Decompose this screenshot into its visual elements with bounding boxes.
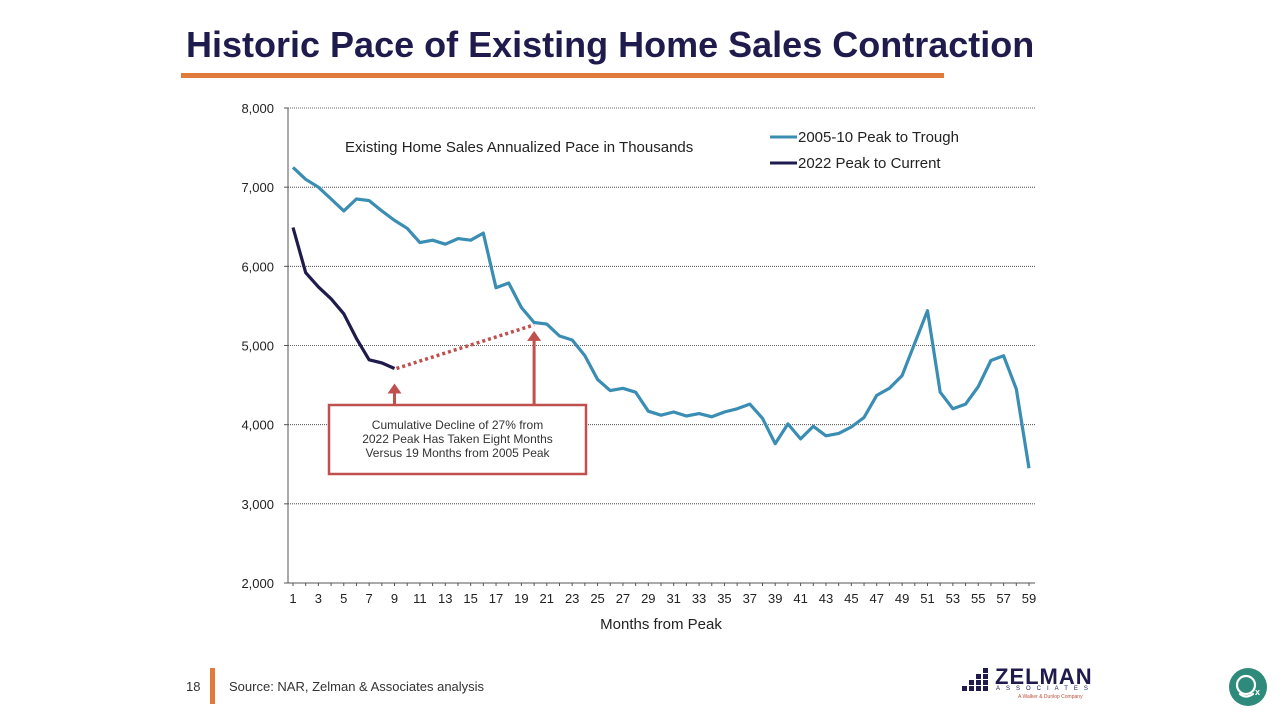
- x-tick-label: 35: [717, 591, 731, 606]
- x-tick-label: 17: [489, 591, 503, 606]
- x-tick-label: 27: [616, 591, 630, 606]
- y-tick-label: 3,000: [241, 497, 274, 512]
- logo-tagline: A Walker & Dunlop Company: [1018, 694, 1083, 700]
- logo-name: ZELMAN: [995, 664, 1093, 689]
- chat-bubble-button[interactable]: x: [1229, 668, 1267, 706]
- x-tick-label: 49: [895, 591, 909, 606]
- x-tick-label: 37: [743, 591, 757, 606]
- annotation-arrow-head: [527, 330, 542, 341]
- logo-subtitle: ASSOCIATES: [996, 686, 1094, 692]
- series-lines: [291, 166, 1031, 469]
- annotation-text-line: Versus 19 Months from 2005 Peak: [365, 446, 550, 460]
- annotation-text-line: Cumulative Decline of 27% from: [372, 418, 543, 432]
- company-logo: ZELMAN ASSOCIATES A Walker & Dunlop Comp…: [962, 664, 1112, 704]
- chat-bubble-icon: x: [1235, 674, 1260, 698]
- x-tick-label: 31: [666, 591, 680, 606]
- page-number: 18: [186, 679, 201, 694]
- annotation-box: [327, 403, 588, 476]
- footer-divider: [210, 668, 215, 704]
- series-line-2: [291, 227, 396, 370]
- source-note: Source: NAR, Zelman & Associates analysi…: [229, 679, 485, 694]
- y-tick-label: 6,000: [241, 259, 274, 274]
- x-tick-label: 1: [289, 591, 296, 606]
- y-tick-label: 2,000: [241, 576, 274, 591]
- x-tick-label: 5: [340, 591, 347, 606]
- x-tick-label: 55: [971, 591, 985, 606]
- x-tick-label: 21: [540, 591, 554, 606]
- x-tick-label: 9: [391, 591, 398, 606]
- x-tick-label: 23: [565, 591, 579, 606]
- x-tick-label: 13: [438, 591, 452, 606]
- legend: 2005-10 Peak to Trough 2022 Peak to Curre…: [770, 129, 959, 172]
- y-tick-label: 5,000: [241, 339, 274, 354]
- x-tick-label: 7: [366, 591, 373, 606]
- svg-text:x: x: [1255, 687, 1260, 697]
- x-tick-label: 19: [514, 591, 528, 606]
- logo-bars-icon: [962, 668, 988, 691]
- x-tick-label: 51: [920, 591, 934, 606]
- x-tick-label: 25: [590, 591, 604, 606]
- x-tick-label: 3: [315, 591, 322, 606]
- y-tick-label: 7,000: [241, 180, 274, 195]
- annotation-text-line: 2022 Peak Has Taken Eight Months: [362, 432, 553, 446]
- x-tick-label: 53: [946, 591, 960, 606]
- x-axis-label: Months from Peak: [600, 616, 722, 633]
- x-tick-label: 45: [844, 591, 858, 606]
- x-tick-label: 47: [869, 591, 883, 606]
- title-underline: [181, 73, 944, 78]
- x-tick-label: 39: [768, 591, 782, 606]
- y-axis-ticks: 2,000 3,000 4,000 5,000 6,000 7,000 8,000: [241, 101, 288, 591]
- x-tick-label: 41: [793, 591, 807, 606]
- x-tick-label: 11: [413, 591, 427, 606]
- x-tick-label: 29: [641, 591, 655, 606]
- y-tick-label: 4,000: [241, 418, 274, 433]
- annotation-arrow-head: [387, 383, 402, 394]
- slide-title: Historic Pace of Existing Home Sales Con…: [186, 24, 1035, 65]
- x-tick-label: 57: [996, 591, 1010, 606]
- legend-label: 2022 Peak to Current: [798, 155, 941, 172]
- x-tick-label: 59: [1022, 591, 1036, 606]
- x-tick-label: 43: [819, 591, 833, 606]
- chart-title: Existing Home Sales Annualized Pace in T…: [345, 139, 693, 156]
- legend-label: 2005-10 Peak to Trough: [798, 129, 959, 146]
- x-axis-ticks: 1 3 5 7 9 11 13 15 17 19 21 23 25 27 29 31 33 35 37 39 41 43 4…: [289, 583, 1036, 606]
- y-tick-label: 8,000: [241, 101, 274, 116]
- annotation-dotted-line: [395, 323, 535, 371]
- x-tick-label: 15: [463, 591, 477, 606]
- x-tick-label: 33: [692, 591, 706, 606]
- series-line-1: [291, 166, 1031, 469]
